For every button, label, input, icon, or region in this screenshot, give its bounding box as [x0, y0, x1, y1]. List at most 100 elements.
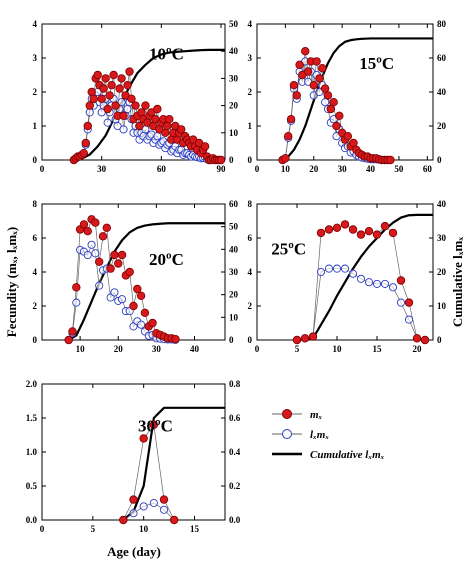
temperature-label: 10ºC: [149, 44, 184, 63]
lxmx-point: [316, 267, 326, 277]
mx-point: [216, 155, 226, 165]
cumulative-lxmx-line: [296, 213, 433, 342]
mx-point: [200, 142, 210, 151]
x-tick-label: 20: [114, 344, 124, 354]
mx-point: [98, 232, 108, 241]
mx-point: [127, 94, 136, 103]
x-tick-label: 0: [40, 524, 45, 534]
y2-tick-label: 40: [229, 46, 239, 56]
y2-tick-label: 0: [437, 155, 442, 165]
mx-point: [64, 335, 73, 345]
mx-point: [136, 291, 146, 300]
y2-tick-label: 20: [229, 101, 239, 111]
legend-mx-marker: [282, 409, 292, 419]
y2-tick-label: 0.2: [229, 481, 241, 491]
legend-lxmx-label: lₓmₓ: [310, 429, 329, 441]
y-tick-label: 1.0: [26, 447, 38, 457]
y2-tick-label: 30: [229, 73, 239, 83]
mx-point: [286, 114, 296, 124]
mx-point: [295, 60, 304, 70]
y2-tick-label: 40: [229, 244, 239, 254]
y2-tick-label: 30: [437, 233, 447, 243]
mx-point: [135, 121, 144, 131]
y-tick-label: 4: [248, 267, 253, 277]
y-tick-label: 4: [33, 267, 38, 277]
legend-lxmx-marker: [282, 429, 292, 439]
mx-point: [177, 125, 186, 134]
mx-point: [301, 47, 310, 56]
mx-point: [318, 63, 327, 73]
cumulative-lxmx-line: [73, 48, 225, 162]
cumulative-lxmx-line: [68, 222, 225, 341]
lxmx-point: [356, 274, 366, 283]
x-tick-label: 20: [309, 164, 319, 174]
mx-point: [332, 121, 341, 131]
temperature-label: 25ºC: [271, 239, 306, 258]
lxmx-point: [129, 509, 138, 518]
lxmx-point: [139, 502, 148, 511]
lxmx-point: [87, 240, 96, 249]
mx-point: [109, 70, 118, 80]
temperature-label: 15ºC: [359, 54, 394, 73]
mx-point: [115, 84, 124, 93]
mx-point: [372, 230, 382, 239]
y2-tick-label: 0.8: [229, 379, 241, 389]
mx-point: [396, 276, 406, 285]
y-tick-label: 2: [248, 301, 253, 311]
y2-tick-label: 0: [229, 335, 234, 345]
mx-point: [106, 264, 115, 273]
lxmx-point: [85, 108, 94, 117]
lxmx-point: [348, 269, 358, 278]
lxmx-point: [159, 505, 169, 514]
mx-point: [386, 155, 395, 165]
y-tick-label: 8: [248, 199, 253, 209]
y-tick-label: 2: [33, 87, 38, 97]
y2-tick-label: 0: [229, 155, 234, 165]
mx-point: [284, 131, 293, 141]
mx-point: [125, 267, 134, 277]
x-tick-label: 40: [190, 344, 200, 354]
mx-point: [110, 250, 119, 260]
x-tick-label: 15: [190, 524, 200, 534]
lxmx-point: [388, 283, 398, 292]
right-axis-title: Cumulative lₓmₓ: [450, 237, 465, 327]
mx-point: [412, 334, 422, 343]
y-tick-label: 2.0: [26, 379, 38, 389]
left-axis-title: Fecundity (mₓ, lₓmₓ): [4, 227, 19, 337]
x-tick-label: 0: [255, 164, 260, 174]
y-tick-label: 0: [248, 335, 253, 345]
x-tick-label: 50: [394, 164, 404, 174]
x-tick-label: 0: [40, 164, 45, 174]
lxmx-point: [380, 279, 390, 288]
lxmx-point: [123, 104, 132, 114]
mx-point: [300, 334, 310, 343]
mx-point: [165, 114, 174, 124]
x-tick-label: 90: [217, 164, 227, 174]
lxmx-point: [364, 278, 374, 287]
mx-point: [153, 104, 162, 114]
mx-point: [102, 223, 112, 232]
mx-point: [148, 318, 157, 328]
lxmx-point: [113, 121, 122, 131]
lxmx-point: [340, 264, 350, 273]
mx-point: [364, 226, 374, 236]
y-tick-label: 1: [33, 121, 38, 131]
mx-point: [79, 148, 88, 158]
x-tick-label: 5: [91, 524, 96, 534]
mx-point: [68, 327, 77, 336]
y-tick-label: 6: [248, 233, 253, 243]
y2-tick-label: 60: [229, 199, 239, 209]
mx-point: [316, 228, 326, 238]
mx-point: [340, 220, 350, 229]
y-tick-label: 0: [248, 155, 253, 165]
y2-tick-label: 0: [437, 335, 442, 345]
mx-point: [140, 308, 150, 317]
mx-point: [133, 284, 142, 294]
mx-point: [356, 230, 366, 239]
mx-point: [329, 97, 338, 107]
lxmx-point: [95, 281, 104, 290]
x-tick-label: 10: [333, 344, 343, 354]
mx-point: [129, 495, 138, 504]
